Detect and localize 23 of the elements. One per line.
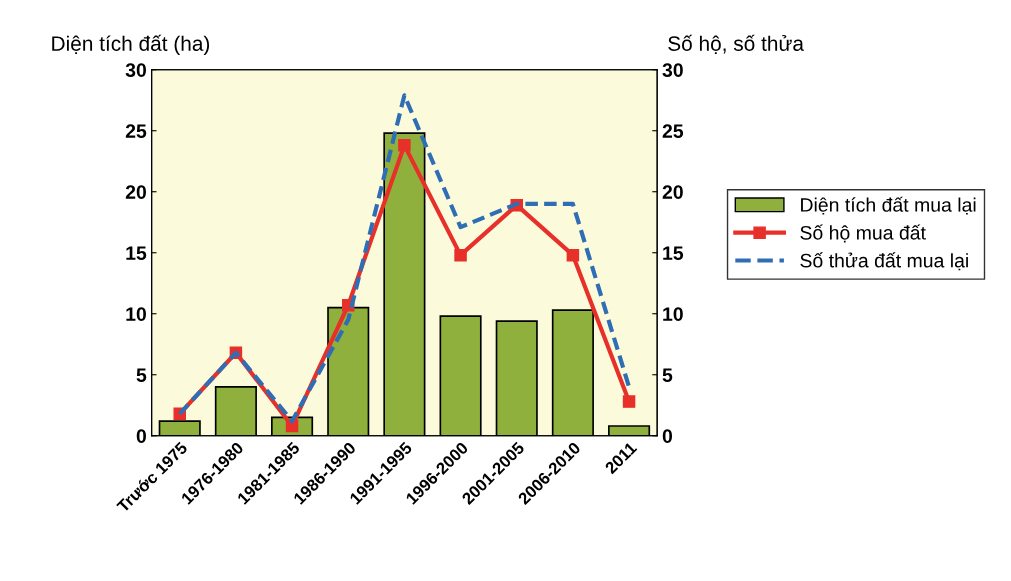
- y-tick-label: 25: [125, 124, 147, 138]
- y2-tick-label: 15: [663, 246, 684, 260]
- y2-tick-label: 10: [663, 307, 683, 321]
- y-tick-label: 0: [136, 429, 146, 443]
- point: [622, 395, 636, 408]
- y2-tick-label: 0: [662, 429, 673, 443]
- y-tick-label: 20: [125, 185, 146, 199]
- y-tick-label: 10: [126, 307, 146, 321]
- legend-label: Số hộ mua đất: [800, 224, 926, 243]
- y-tick-label: 15: [126, 246, 147, 260]
- point: [454, 248, 467, 262]
- y2-tick-label: 25: [662, 124, 684, 138]
- legend-label: Diện tích đất mua lại: [801, 196, 976, 215]
- legend-label: Số thửa đất mua lại: [800, 252, 968, 271]
- y2-tick-label: 20: [662, 185, 683, 199]
- y-tick-label: 5: [136, 368, 147, 382]
- y2-tick-label: 30: [662, 63, 683, 77]
- point: [566, 248, 580, 262]
- y-axis-title: Diện tích đất (ha): [52, 34, 210, 56]
- y-tick-label: 30: [125, 63, 146, 77]
- point: [398, 139, 411, 152]
- y2-tick-label: 5: [662, 368, 673, 382]
- y2-axis-title: Số hộ, số thửa: [668, 34, 804, 54]
